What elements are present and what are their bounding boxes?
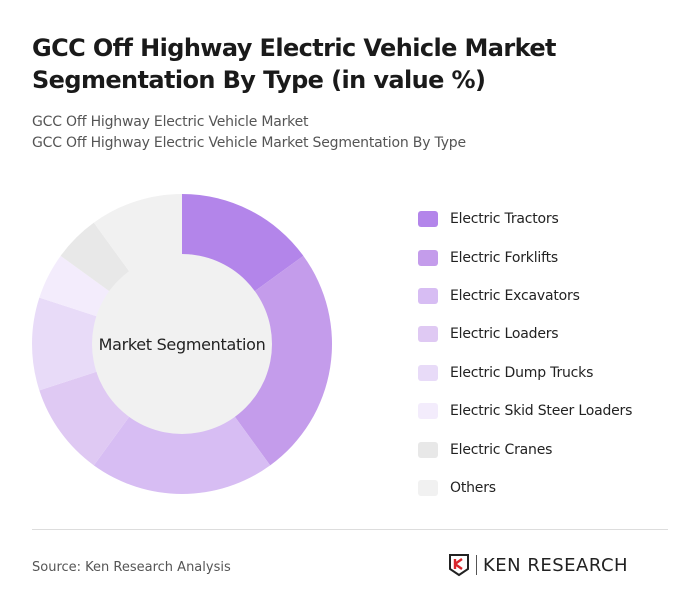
legend-label: Electric Cranes	[450, 441, 553, 458]
center-label: Market Segmentation	[99, 335, 266, 354]
legend-item: Electric Skid Steer Loaders	[418, 392, 632, 430]
legend-item: Others	[418, 469, 632, 507]
legend-swatch	[418, 403, 438, 420]
subtitle-market: GCC Off Highway Electric Vehicle Market	[32, 114, 309, 130]
legend-label: Electric Skid Steer Loaders	[450, 403, 633, 420]
legend-item: Electric Forklifts	[418, 238, 632, 276]
legend-swatch	[418, 326, 438, 343]
legend-label: Electric Tractors	[450, 211, 559, 228]
chart-title: GCC Off Highway Electric Vehicle Market …	[32, 34, 556, 94]
legend-item: Electric Dump Trucks	[418, 354, 632, 392]
legend-swatch	[418, 211, 438, 228]
legend-label: Others	[450, 479, 496, 496]
legend-label: Electric Loaders	[450, 326, 559, 343]
source-note: Source: Ken Research Analysis	[32, 560, 231, 575]
divider	[32, 529, 668, 530]
legend-label: Electric Excavators	[450, 287, 580, 304]
legend-item: Electric Loaders	[418, 315, 632, 353]
legend-item: Electric Excavators	[418, 277, 632, 315]
legend: Electric Tractors Electric Forklifts Elect…	[418, 200, 632, 507]
donut-chart: Market Segmentation	[32, 194, 332, 494]
legend-label: Electric Forklifts	[450, 249, 558, 266]
legend-swatch	[418, 441, 438, 458]
logo-text: KEN RESEARCH	[483, 554, 629, 576]
donut-center	[92, 254, 272, 434]
legend-item: Electric Tractors	[418, 200, 632, 238]
legend-swatch	[418, 287, 438, 304]
legend-item: Electric Cranes	[418, 430, 632, 468]
legend-swatch	[418, 249, 438, 266]
subtitle-segmentation: GCC Off Highway Electric Vehicle Market …	[32, 135, 466, 151]
legend-swatch	[418, 479, 438, 496]
legend-swatch	[418, 364, 438, 381]
ken-logo-icon	[449, 554, 469, 577]
logo-separator	[476, 555, 477, 575]
ken-research-logo: KEN RESEARCH	[448, 553, 628, 577]
legend-label: Electric Dump Trucks	[450, 364, 594, 381]
